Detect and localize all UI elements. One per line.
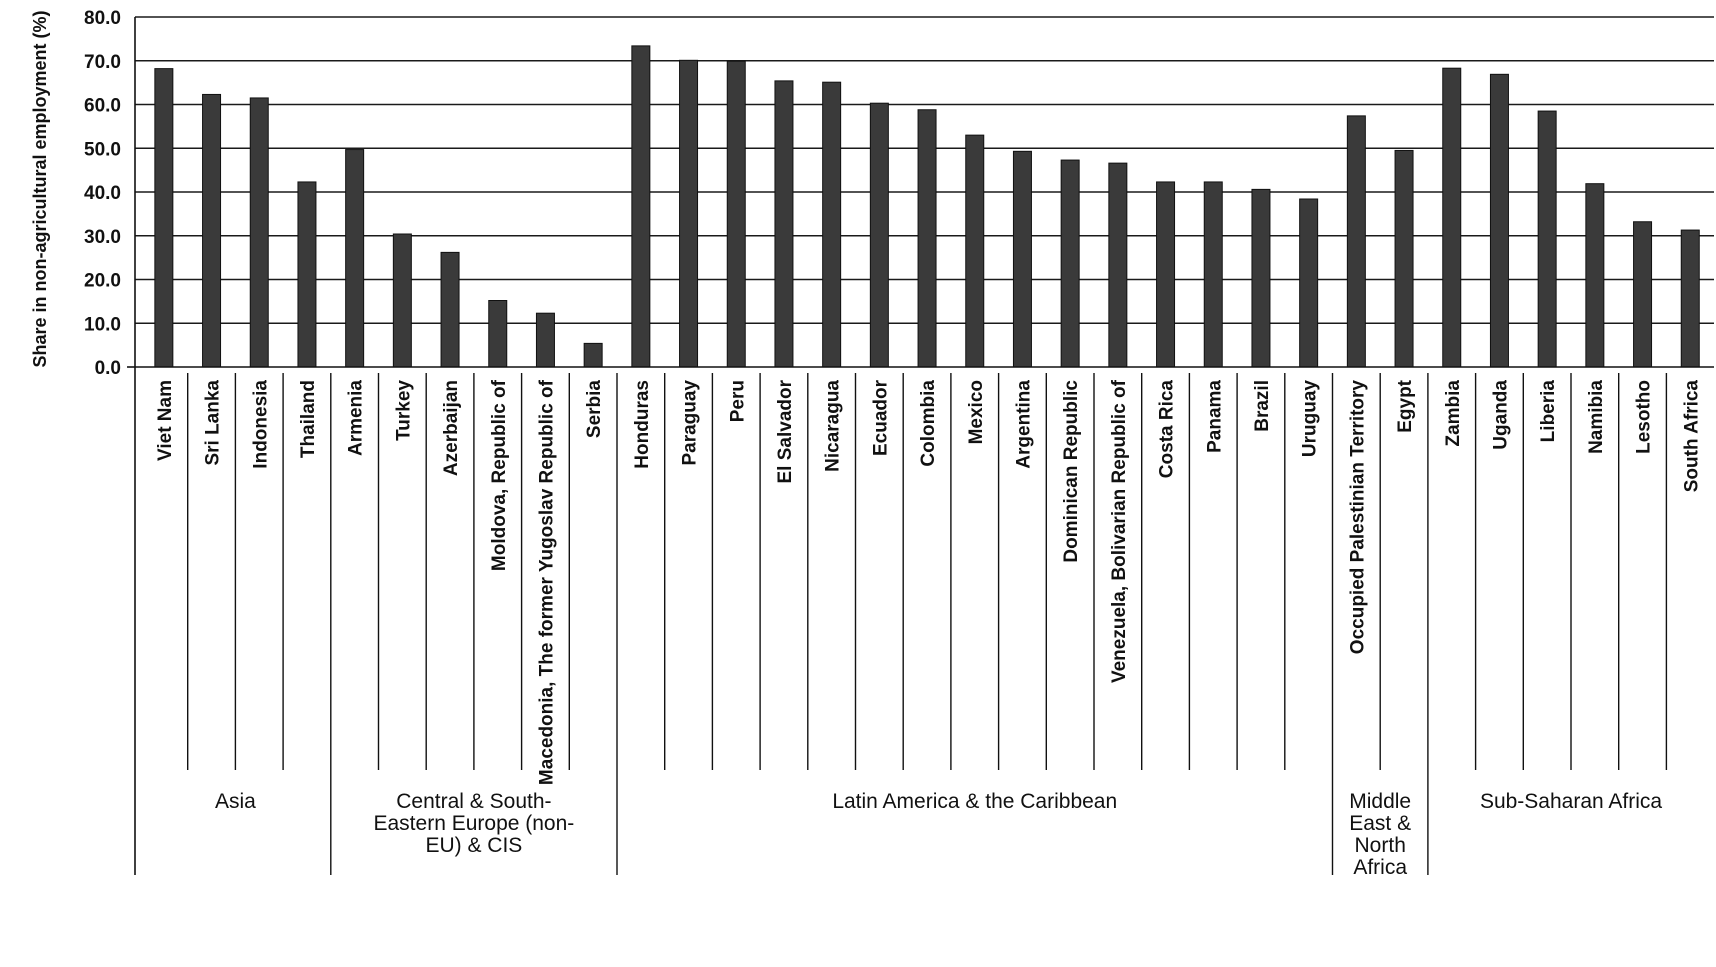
x-tick-label: Brazil — [1252, 380, 1273, 432]
bar — [822, 81, 842, 368]
region-group-label: Sub-Saharan Africa — [1480, 790, 1662, 813]
region-group-label: Middle East & North Africa — [1349, 790, 1411, 879]
x-tick-label: El Salvador — [775, 379, 796, 483]
bar — [1537, 110, 1557, 368]
x-tick-labels: Viet Nam Sri Lanka Indonesia Thailand Armeni… — [155, 379, 1702, 785]
bar — [1633, 221, 1653, 368]
region-group-label: Central & South-Eastern Europe (non-EU) … — [374, 790, 575, 857]
x-tick-label: Moldova, Republic of — [489, 379, 510, 571]
x-tick-label: Macedonia, The former Yugoslav Republic … — [536, 379, 557, 785]
y-tick-label: 60.0 — [84, 96, 121, 117]
y-tick-label: 30.0 — [84, 227, 121, 248]
axes — [127, 17, 1714, 875]
bar — [1060, 159, 1080, 368]
x-tick-label: Thailand — [298, 380, 319, 458]
region-group-label: Latin America & the Caribbean — [832, 790, 1117, 813]
x-tick-label: Colombia — [918, 380, 939, 467]
x-tick-label: Ecuador — [870, 379, 891, 456]
x-tick-label: Serbia — [584, 380, 605, 439]
x-tick-label: Paraguay — [680, 380, 701, 466]
y-tick-label: 80.0 — [84, 8, 121, 29]
bar — [1585, 183, 1605, 368]
y-tick-label: 0.0 — [95, 358, 121, 379]
bar — [631, 45, 651, 368]
y-tick-label: 50.0 — [84, 139, 121, 160]
bar — [1394, 149, 1414, 368]
bar — [1346, 115, 1366, 368]
bar — [392, 233, 412, 368]
y-axis-label: Share in non-agricultural employment (%) — [30, 10, 50, 367]
region-group-label: Asia — [215, 790, 256, 813]
x-tick-label: Namibia — [1586, 380, 1607, 454]
x-tick-label: Mexico — [966, 380, 987, 444]
bar — [488, 300, 508, 368]
bar — [583, 342, 603, 368]
bar — [1203, 181, 1223, 368]
bar — [869, 102, 889, 368]
bar — [774, 80, 794, 368]
bar — [917, 109, 937, 368]
region-groups: Asia Central & South-Eastern Europe (non-… — [186, 373, 1668, 879]
bar — [1299, 198, 1319, 368]
bar — [535, 312, 555, 368]
bar — [679, 59, 699, 368]
x-tick-label: Venezuela, Bolivarian Republic of — [1109, 379, 1130, 683]
x-tick-label: Zambia — [1443, 380, 1464, 447]
bar — [345, 149, 365, 368]
y-tick-label: 10.0 — [84, 314, 121, 335]
bar — [1489, 73, 1509, 368]
bar — [1156, 181, 1176, 368]
bar — [726, 60, 746, 368]
x-tick-label: Costa Rica — [1157, 380, 1178, 479]
bar — [1108, 162, 1128, 368]
bar — [1680, 229, 1700, 368]
bar — [1442, 67, 1462, 368]
y-tick-label: 40.0 — [84, 183, 121, 204]
x-tick-label: Viet Nam — [155, 380, 176, 461]
x-tick-label: Armenia — [346, 380, 367, 456]
bar — [154, 68, 174, 368]
x-tick-label: Nicaragua — [823, 380, 844, 472]
x-tick-label: Turkey — [393, 380, 414, 441]
bar — [297, 181, 317, 368]
bar — [202, 93, 222, 368]
x-tick-label: Uruguay — [1300, 380, 1321, 458]
x-tick-label: Sri Lanka — [203, 380, 224, 466]
x-tick-label: Panama — [1204, 380, 1225, 453]
y-tick-label: 20.0 — [84, 271, 121, 292]
x-tick-label: South Africa — [1681, 380, 1702, 493]
x-tick-label: Honduras — [632, 380, 653, 469]
bar — [965, 134, 985, 368]
x-tick-label: Occupied Palestinian Territory — [1347, 380, 1368, 655]
x-tick-label: Lesotho — [1634, 380, 1655, 454]
y-tick-labels: 0.0 10.0 20.0 30.0 40.0 50.0 60.0 70.0 80.0 — [84, 8, 121, 379]
bars — [154, 45, 1700, 368]
x-tick-label: Liberia — [1538, 380, 1559, 443]
bar — [1012, 150, 1032, 368]
x-tick-label: Argentina — [1013, 380, 1034, 469]
x-tick-label: Azerbaijan — [441, 380, 462, 476]
x-tick-label: Dominican Republic — [1061, 380, 1082, 563]
bar — [440, 251, 460, 368]
x-tick-label: Indonesia — [250, 380, 271, 469]
y-tick-label: 70.0 — [84, 52, 121, 73]
x-tick-label: Egypt — [1395, 379, 1416, 432]
x-tick-label: Peru — [727, 380, 748, 422]
bar — [249, 97, 269, 368]
bar — [1251, 188, 1271, 368]
x-tick-label: Uganda — [1490, 380, 1511, 450]
